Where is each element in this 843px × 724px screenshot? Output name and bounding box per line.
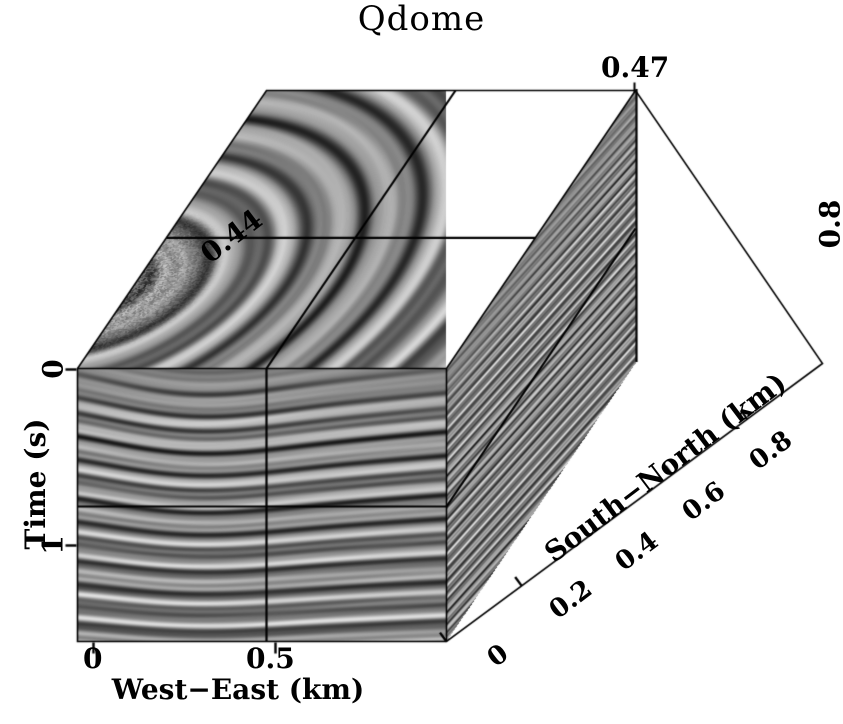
time-slice-label: 0.8 — [813, 199, 843, 249]
time-tick-label-1: 1 — [36, 535, 70, 555]
time-tick-label-0: 0 — [36, 359, 70, 379]
west-east-axis-title: West−East (km) — [111, 673, 365, 706]
south-north-slice-label: 0.47 — [601, 51, 670, 84]
page-title: Qdome — [357, 0, 486, 39]
west-east-tick-label-1: 0.5 — [246, 642, 295, 675]
west-east-tick-label-0: 0 — [83, 642, 103, 675]
